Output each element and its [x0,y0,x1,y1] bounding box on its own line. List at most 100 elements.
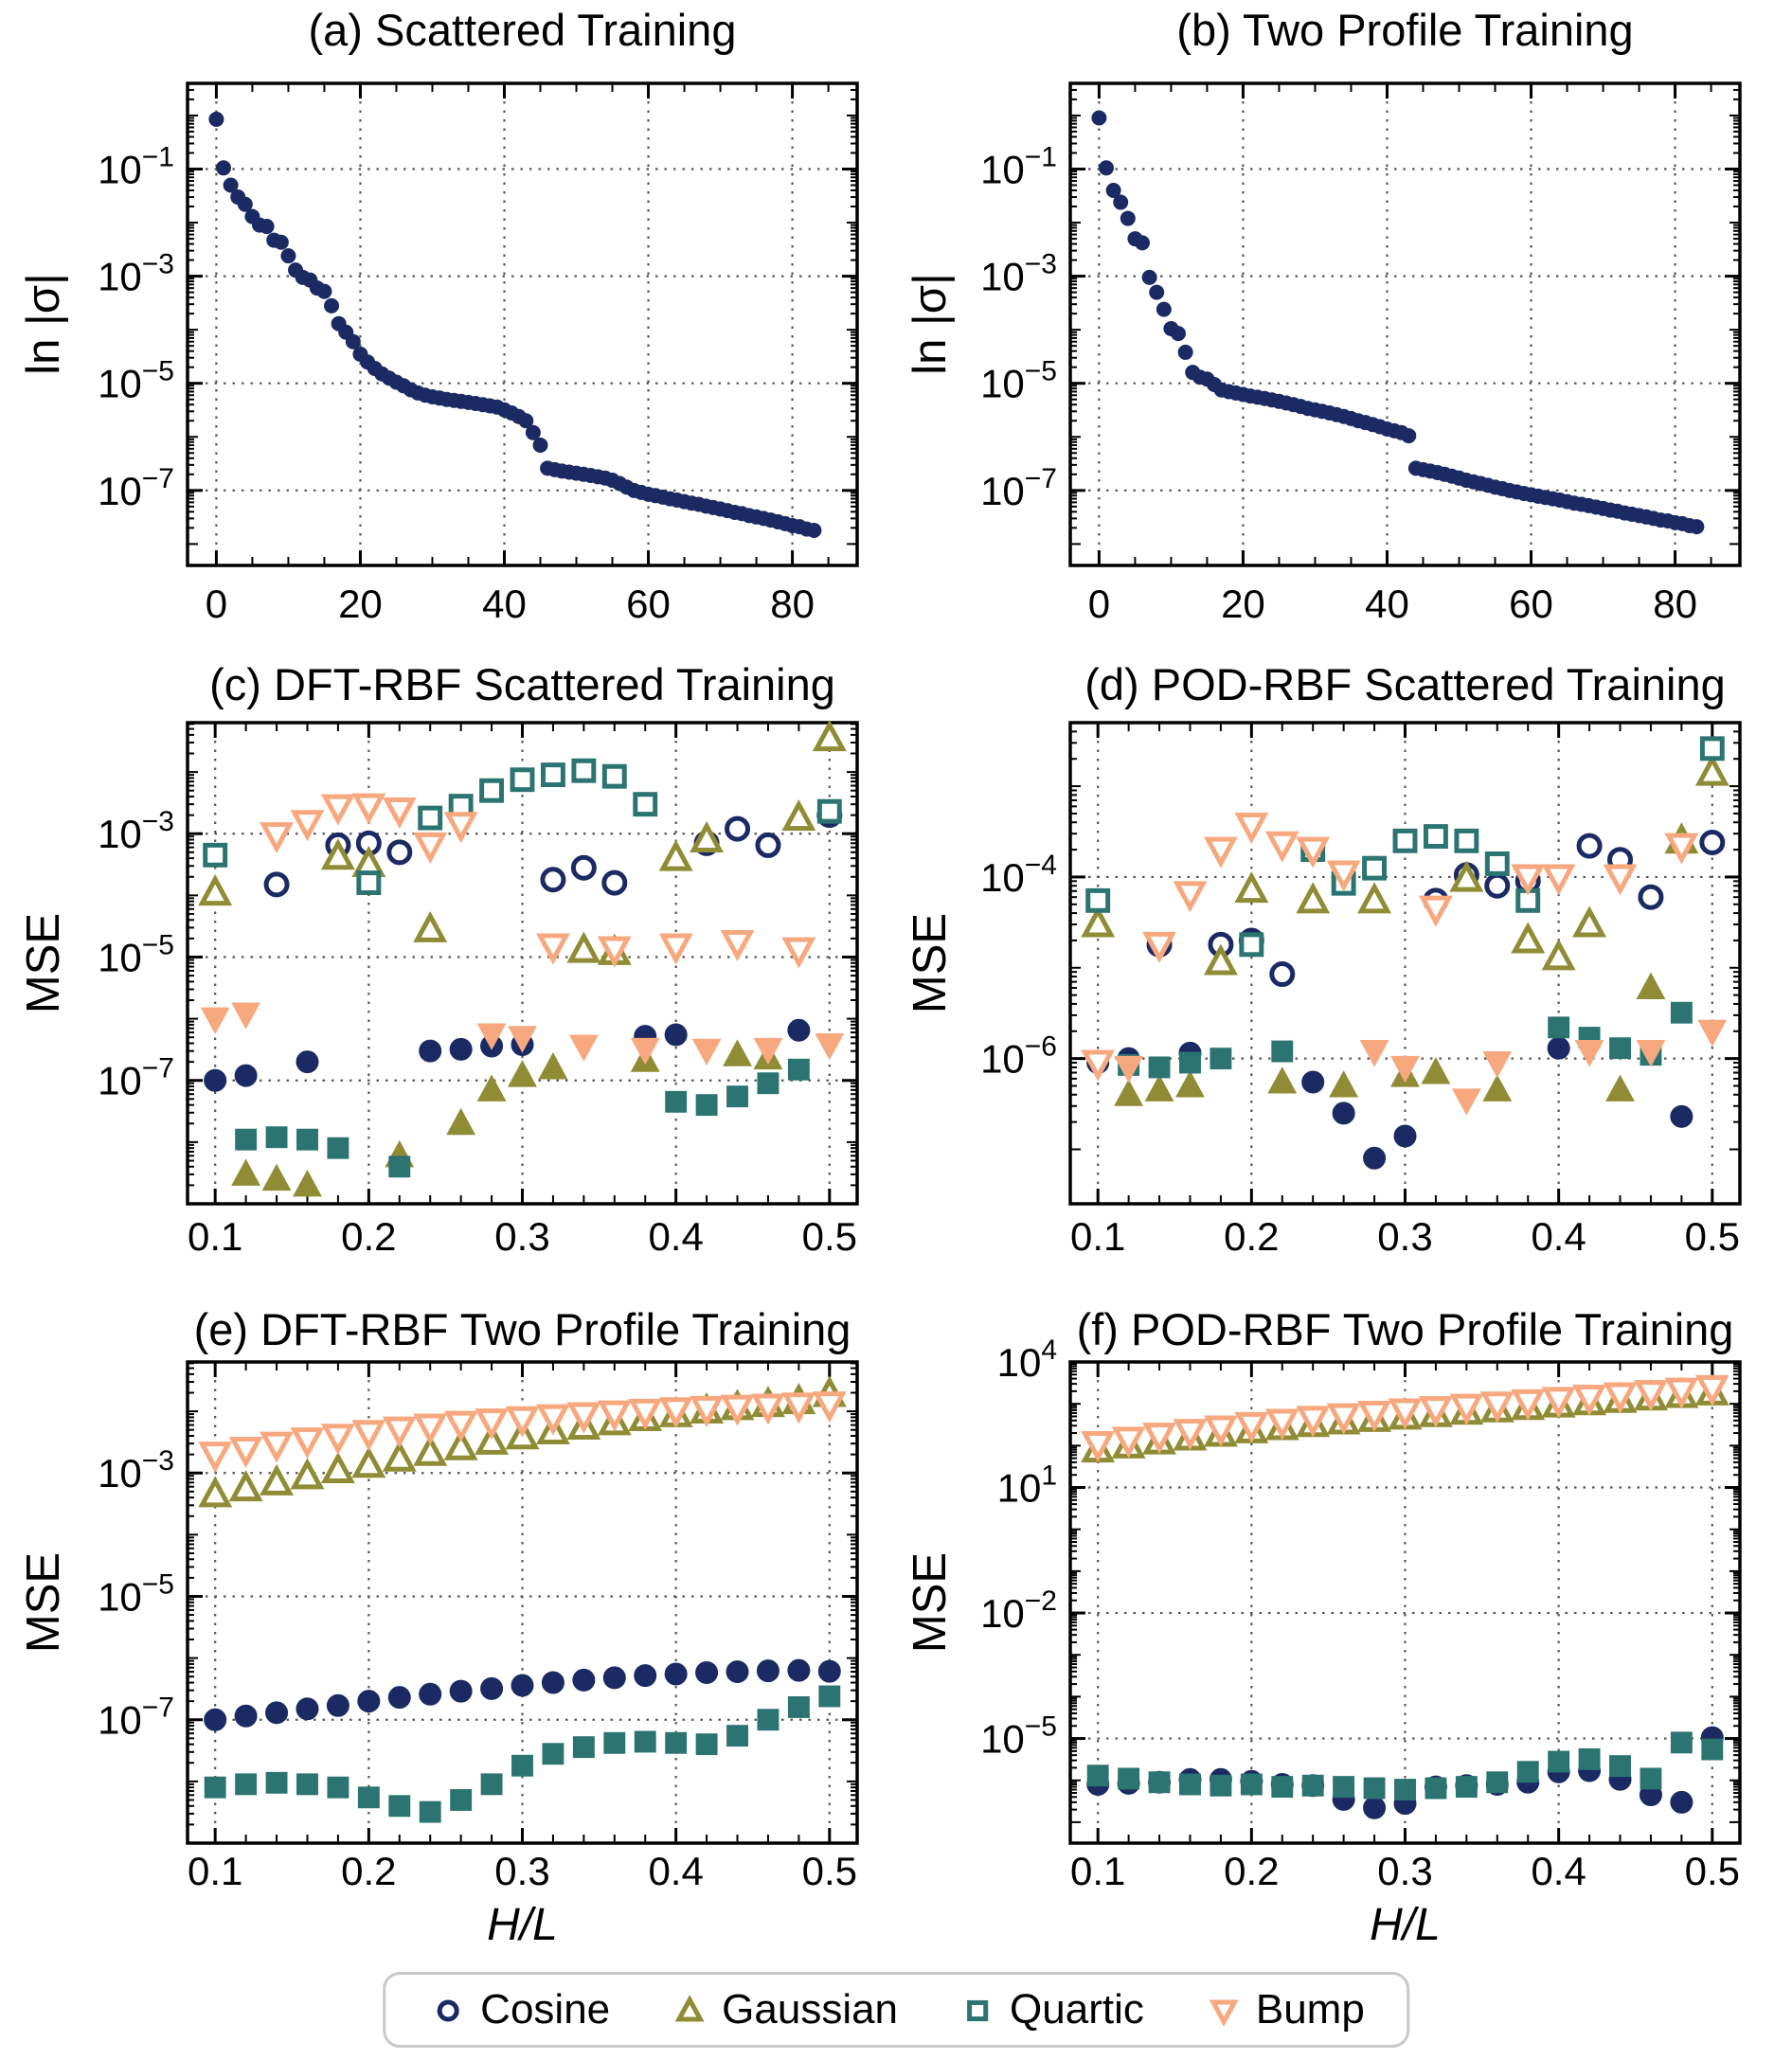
cosine-point [541,1671,564,1694]
panel-a-plot: 0 20 40 60 80 10−1 10−3 10−5 10−7 [98,81,859,626]
cosine-point [387,1686,411,1710]
quartic-point [327,1137,349,1159]
quartic-point [757,1709,780,1731]
y-tick-label: 10−3 [98,806,174,856]
bump-point [320,1424,355,1456]
x-tick-label: 0.1 [1070,1214,1125,1259]
gaussian-point [538,1052,568,1080]
quartic-point [787,1058,810,1081]
x-tick-label: 0.1 [188,1214,242,1259]
y-tick-label: 10−5 [980,1711,1057,1762]
quartic-point [634,1730,656,1753]
panel-b-title: (b) Two Profile Training [1176,5,1634,55]
quartic-point [510,767,535,793]
gaussian-point [351,1446,386,1478]
bump-point [1359,1040,1389,1067]
axes-frame [186,81,859,567]
gaussian-point [812,720,847,752]
legend-item-cosine: Cosine [427,1986,610,2033]
panel-d-plot: 0.1 0.2 0.3 0.4 0.5 10−4 10−6 [980,721,1742,1259]
cosine-point [265,1701,289,1725]
quartic-point [265,1771,288,1794]
panel-b: (b) Two Profile Training ln |σ| 0 20 40 60 8… [896,0,1792,639]
gaussian-point [1449,860,1484,892]
quartic-point [1578,1747,1601,1770]
quartic-point [1670,1731,1693,1754]
quartic-marker-icon [966,1999,989,2022]
bump-point [1664,1377,1699,1409]
cosine-point [234,1064,258,1087]
quartic-point [1394,1779,1416,1800]
gaussian-point [1144,1074,1174,1102]
quartic-point [1516,1761,1539,1783]
quartic-point [1239,932,1264,958]
gaussian-point [1572,905,1607,938]
bump-point [1264,831,1299,863]
bump-point [566,1402,601,1434]
bump-point [658,1397,693,1429]
gaussian-point [1267,1066,1298,1094]
panel-e-plot: 0.1 0.2 0.3 0.4 0.5 10−3 10−5 10−7 [98,1360,859,1893]
x-tick-label: 20 [338,582,383,626]
bump-point [1390,1055,1420,1084]
panel-c-title: (c) DFT-RBF Scattered Training [209,659,835,709]
gaussian-point [1203,943,1238,976]
x-tick-label: 0.2 [341,1849,396,1893]
legend-item-quartic: Quartic [957,1986,1144,2033]
quartic-point [1454,828,1479,853]
bump-point [1511,864,1546,896]
cosine-point [570,854,597,881]
x-tick-label: 80 [1653,582,1697,626]
quartic-point [787,1695,810,1718]
singular-values-point [1113,194,1129,210]
bump-point [1479,1391,1514,1424]
gaussian-point [658,839,693,871]
panel-e: (e) DFT-RBF Two Profile Training MSE 0.1… [0,1279,896,1970]
gaussian-point [1694,754,1729,786]
gaussian-point [228,1470,263,1502]
bump-point [1264,1408,1299,1441]
cosine-point [326,1693,349,1717]
singular-values-point [1401,428,1417,444]
bump-point [1664,833,1699,865]
cosine-point [602,1666,626,1690]
bump-point [753,1037,783,1066]
quartic-point [357,1786,380,1809]
gaussian-point [320,838,355,870]
bump-point [720,1394,755,1426]
quartic-point [327,1776,349,1799]
quartic-point [235,1773,258,1796]
cosine-point [386,839,413,866]
cosine-point [419,1039,442,1063]
panel-d-title: (d) POD-RBF Scattered Training [1084,659,1726,709]
singular-values-point [1149,284,1165,300]
quartic-point [450,1789,473,1811]
quartic-point [1148,1056,1171,1079]
y-tick-label: 10−3 [980,249,1057,299]
x-tick-label: 0.2 [1224,1214,1279,1259]
y-tick-label: 10−3 [98,1445,174,1496]
singular-values-point [1091,110,1107,126]
singular-values-point [1120,210,1136,226]
cosine-point [664,1662,688,1686]
singular-values-point [525,424,541,440]
bump-point [750,1393,785,1425]
gaussian-point [1605,1074,1635,1102]
cosine-point [1638,884,1664,910]
bump-point [535,1404,570,1436]
quartic-point [1271,1040,1294,1063]
quartic-point [1179,1773,1201,1796]
y-tick-label: 10−5 [980,356,1057,406]
bump-point [413,1413,448,1445]
bump-point [1636,1040,1666,1067]
bump-point [260,822,295,854]
gaussian-point [1357,882,1392,914]
quartic-point [1118,1767,1140,1790]
x-tick-label: 0.1 [188,1849,242,1893]
singular-values-point [518,413,534,429]
cosine-point [1484,872,1511,899]
bump-point [658,933,693,965]
y-tick-label: 10−2 [980,1585,1057,1636]
cosine-point [572,1668,596,1692]
